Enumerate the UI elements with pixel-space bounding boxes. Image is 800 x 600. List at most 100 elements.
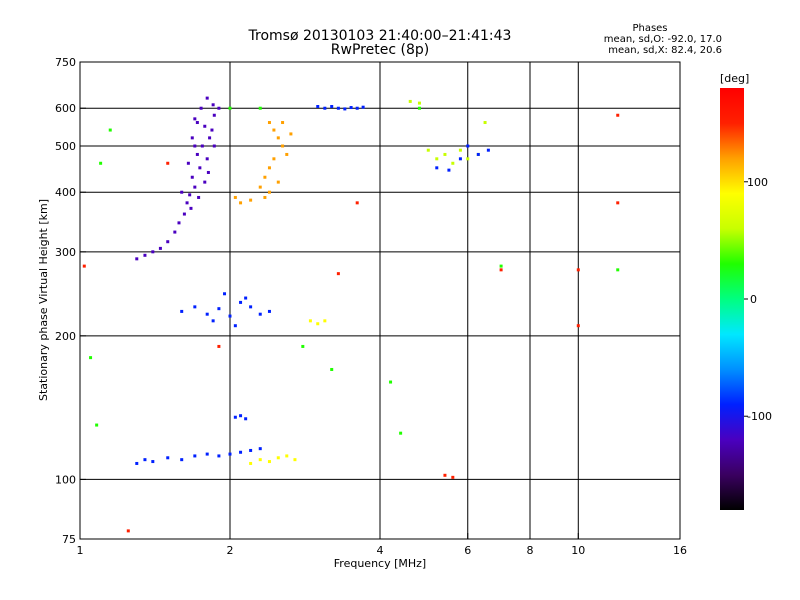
echo-point bbox=[217, 344, 221, 348]
y-tick-label: 400 bbox=[55, 186, 76, 199]
echo-point bbox=[188, 193, 192, 197]
echo-point bbox=[285, 454, 289, 458]
colorbar-label: [deg] bbox=[720, 72, 749, 85]
echo-point bbox=[200, 144, 204, 148]
echo-point bbox=[193, 305, 197, 309]
echo-point bbox=[180, 190, 184, 194]
echo-point bbox=[211, 319, 215, 323]
echo-point bbox=[239, 300, 243, 304]
echo-point bbox=[499, 268, 503, 272]
echo-point bbox=[308, 319, 312, 323]
echo-point bbox=[228, 452, 232, 456]
echo-point bbox=[349, 106, 353, 110]
echo-point bbox=[205, 312, 209, 316]
colorbar-ticks: 100 0 -100 bbox=[744, 176, 772, 423]
y-axis-ticks: 75 100 200 300 400 500 600 750 bbox=[55, 56, 86, 546]
x-tick-label: 8 bbox=[527, 544, 534, 557]
echo-point bbox=[458, 148, 462, 152]
echo-point bbox=[330, 105, 334, 109]
echo-point bbox=[205, 96, 209, 100]
chart-subtitle: RwPretec (8p) bbox=[331, 42, 429, 58]
x-tick-label: 10 bbox=[571, 544, 585, 557]
echo-point bbox=[486, 148, 490, 152]
echo-point bbox=[323, 106, 327, 110]
x-tick-label: 16 bbox=[673, 544, 687, 557]
echo-point bbox=[399, 431, 403, 435]
echo-point bbox=[267, 309, 271, 313]
echo-point bbox=[451, 475, 455, 479]
echo-point bbox=[267, 121, 271, 125]
echo-point bbox=[135, 461, 139, 465]
echo-point bbox=[185, 201, 189, 205]
echo-point bbox=[336, 272, 340, 276]
echo-point bbox=[316, 105, 320, 109]
echo-point bbox=[217, 454, 221, 458]
echo-point bbox=[203, 180, 207, 184]
x-tick-label: 1 bbox=[77, 544, 84, 557]
echo-point bbox=[166, 456, 170, 460]
echo-point bbox=[195, 121, 199, 125]
echo-point bbox=[95, 423, 99, 427]
y-tick-label: 500 bbox=[55, 140, 76, 153]
echo-point bbox=[182, 212, 186, 216]
echo-point bbox=[483, 121, 487, 125]
echo-point bbox=[210, 128, 214, 132]
echo-point bbox=[576, 324, 580, 328]
echo-point bbox=[223, 292, 227, 296]
echo-point bbox=[89, 356, 93, 360]
echo-point bbox=[443, 152, 447, 156]
echo-point bbox=[177, 221, 181, 225]
y-tick-label: 750 bbox=[55, 56, 76, 69]
echo-point bbox=[417, 101, 421, 105]
echo-point bbox=[193, 454, 197, 458]
echo-point bbox=[233, 415, 237, 419]
echo-point bbox=[355, 106, 359, 110]
echo-point bbox=[576, 268, 580, 272]
echo-point bbox=[180, 458, 184, 462]
echo-point bbox=[173, 230, 177, 234]
echo-point bbox=[476, 152, 480, 156]
phase-colorbar bbox=[720, 88, 744, 510]
echo-point bbox=[193, 144, 197, 148]
colorbar-tick-label: 0 bbox=[750, 293, 757, 306]
echo-point bbox=[249, 461, 253, 465]
echo-point bbox=[239, 201, 243, 205]
echo-point bbox=[151, 460, 155, 464]
echo-point bbox=[212, 113, 216, 117]
echo-point bbox=[205, 452, 209, 456]
x-axis-ticks: 1 2 4 6 8 10 16 bbox=[77, 533, 687, 557]
echo-point bbox=[193, 185, 197, 189]
echo-point bbox=[263, 195, 267, 199]
echo-point bbox=[108, 128, 112, 132]
echo-point bbox=[217, 307, 221, 311]
echo-point bbox=[244, 417, 248, 421]
chart-title: Tromsø 20130103 21:40:00–21:41:43 bbox=[248, 28, 512, 44]
y-tick-label: 200 bbox=[55, 330, 76, 343]
echo-point bbox=[426, 148, 430, 152]
echo-point bbox=[158, 246, 162, 250]
echo-point bbox=[166, 161, 170, 165]
echo-point bbox=[126, 529, 130, 533]
echo-point bbox=[276, 180, 280, 184]
echo-point bbox=[267, 166, 271, 170]
echo-point bbox=[211, 103, 215, 107]
echo-point bbox=[198, 166, 202, 170]
phase-stats-x: mean, sd,X: 82.4, 20.6 bbox=[608, 45, 722, 56]
echo-point bbox=[435, 166, 439, 170]
echo-point bbox=[466, 144, 470, 148]
echo-point bbox=[193, 117, 197, 121]
echo-point bbox=[408, 99, 412, 103]
echo-point bbox=[389, 380, 393, 384]
y-tick-label: 100 bbox=[55, 473, 76, 486]
echo-point bbox=[189, 206, 193, 210]
colorbar-tick-label: 100 bbox=[747, 176, 768, 189]
echo-point bbox=[343, 107, 347, 111]
echo-point bbox=[212, 144, 216, 148]
echo-point bbox=[186, 161, 190, 165]
echo-point bbox=[228, 106, 232, 110]
echo-point bbox=[267, 460, 271, 464]
y-tick-label: 75 bbox=[62, 533, 76, 546]
echo-point bbox=[258, 447, 262, 451]
echo-point bbox=[143, 253, 147, 257]
